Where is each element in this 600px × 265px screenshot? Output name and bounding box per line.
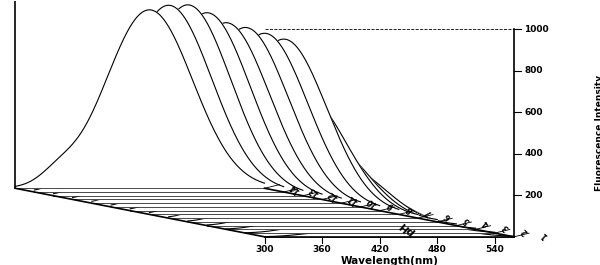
Text: 4: 4 <box>482 218 491 229</box>
Text: 600: 600 <box>524 108 542 117</box>
Text: 5: 5 <box>463 215 472 225</box>
Polygon shape <box>34 5 284 192</box>
Polygon shape <box>130 33 380 211</box>
Text: 1000: 1000 <box>524 25 549 34</box>
Text: 11: 11 <box>345 192 359 206</box>
Polygon shape <box>92 23 341 203</box>
Text: 400: 400 <box>524 149 543 158</box>
Text: 2: 2 <box>520 226 530 236</box>
Polygon shape <box>149 39 399 214</box>
Text: 10: 10 <box>364 196 378 210</box>
Text: 480: 480 <box>428 245 446 254</box>
Text: 13: 13 <box>307 185 321 198</box>
Polygon shape <box>245 204 495 233</box>
Text: 360: 360 <box>313 245 331 254</box>
Polygon shape <box>15 10 265 188</box>
Polygon shape <box>111 28 361 207</box>
Text: 300: 300 <box>255 245 274 254</box>
Polygon shape <box>207 165 457 226</box>
Text: pH: pH <box>397 219 416 237</box>
Polygon shape <box>226 189 476 229</box>
Text: 200: 200 <box>524 191 542 200</box>
Text: 1: 1 <box>539 229 549 240</box>
Text: 14: 14 <box>288 181 302 195</box>
Text: Fluorescence Intensity: Fluorescence Intensity <box>595 75 600 191</box>
Text: 540: 540 <box>485 245 504 254</box>
Text: 9: 9 <box>386 200 395 210</box>
Polygon shape <box>169 94 418 218</box>
Text: 8: 8 <box>405 204 415 214</box>
Text: 12: 12 <box>326 188 340 202</box>
Text: 420: 420 <box>370 245 389 254</box>
Polygon shape <box>73 13 322 200</box>
Text: 800: 800 <box>524 66 542 75</box>
Text: 6: 6 <box>443 211 453 221</box>
Polygon shape <box>265 217 514 237</box>
Text: 7: 7 <box>424 207 434 218</box>
Polygon shape <box>188 139 437 222</box>
Text: 3: 3 <box>501 222 511 232</box>
Text: Wavelength(nm): Wavelength(nm) <box>340 256 438 265</box>
Polygon shape <box>53 5 303 196</box>
